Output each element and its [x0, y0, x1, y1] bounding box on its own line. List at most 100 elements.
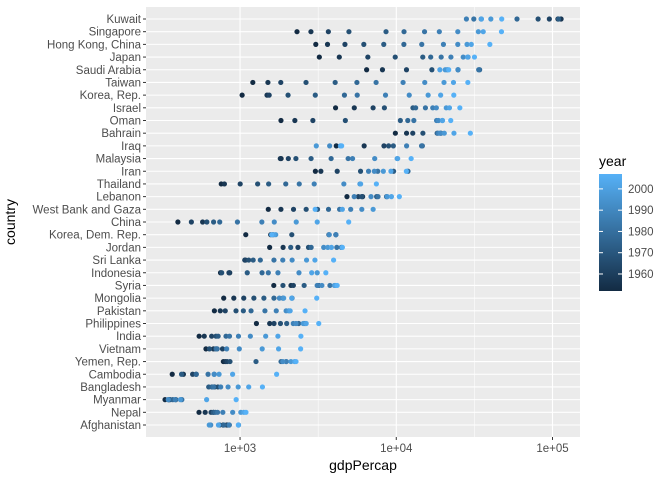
data-point	[204, 397, 210, 403]
data-point	[266, 181, 272, 187]
y-tick-label: Kuwait	[106, 14, 141, 26]
data-point	[301, 282, 307, 289]
data-point	[332, 105, 339, 111]
data-point	[535, 16, 541, 22]
data-point	[275, 333, 281, 339]
data-point	[221, 422, 227, 428]
data-point	[381, 105, 387, 111]
data-point	[341, 92, 348, 98]
data-point	[278, 206, 284, 212]
y-tick-label: Lebanon	[96, 192, 141, 204]
data-point	[276, 295, 282, 301]
data-point	[403, 130, 410, 136]
data-point	[348, 206, 354, 212]
data-point	[210, 384, 217, 390]
data-point	[310, 117, 316, 124]
data-point	[333, 232, 339, 238]
x-tick-label: 1e+05	[536, 443, 568, 455]
y-tick-label: Jordan	[106, 242, 141, 254]
data-point	[280, 282, 286, 289]
y-tick-label: Sri Lanka	[92, 255, 141, 267]
data-point	[314, 295, 320, 301]
data-point	[240, 308, 246, 314]
data-point	[467, 130, 473, 136]
data-point	[259, 270, 265, 276]
data-point	[271, 257, 277, 263]
data-point	[392, 54, 398, 60]
data-point	[318, 168, 324, 174]
data-point	[388, 168, 394, 174]
data-point	[312, 257, 318, 263]
data-point	[226, 270, 232, 276]
data-point	[425, 92, 431, 98]
data-point	[382, 92, 389, 98]
y-tick-label: Korea, Rep.	[80, 90, 141, 102]
data-point	[359, 194, 365, 200]
data-point	[324, 41, 331, 47]
legend-tick-label: 1970	[628, 248, 654, 260]
data-point	[478, 16, 485, 22]
data-point	[224, 346, 230, 352]
data-point	[428, 54, 434, 60]
data-point	[281, 295, 287, 301]
data-point	[361, 143, 367, 149]
data-point	[217, 308, 223, 314]
data-point	[262, 308, 268, 314]
data-point	[446, 105, 453, 111]
data-point	[243, 232, 249, 238]
data-point	[328, 244, 335, 250]
data-point	[514, 16, 520, 22]
data-point	[218, 384, 224, 390]
data-point	[372, 155, 378, 162]
data-point	[308, 244, 314, 250]
data-point	[235, 384, 241, 390]
data-point	[357, 168, 364, 174]
data-point	[263, 333, 269, 339]
legend-tick-label: 2000	[628, 184, 654, 196]
data-point	[455, 67, 461, 73]
data-point	[435, 117, 442, 124]
data-point	[217, 219, 223, 225]
data-point	[287, 308, 293, 314]
data-point	[235, 333, 242, 339]
data-point	[325, 206, 332, 212]
y-tick-label: Singapore	[89, 27, 141, 39]
y-tick-label: Malaysia	[96, 154, 142, 166]
data-point	[280, 358, 286, 365]
data-point	[403, 143, 410, 149]
data-point	[233, 397, 239, 403]
data-point	[334, 282, 340, 289]
data-point	[319, 282, 325, 289]
data-point	[280, 257, 286, 263]
data-point	[342, 117, 348, 124]
data-point	[359, 206, 365, 212]
data-point	[226, 333, 233, 339]
data-point	[205, 371, 211, 377]
data-point	[271, 295, 277, 301]
data-point	[455, 41, 461, 47]
data-points	[162, 16, 564, 428]
y-tick-label: Iran	[121, 166, 141, 178]
data-point	[239, 92, 245, 98]
data-point	[213, 346, 220, 352]
data-point	[178, 371, 185, 377]
y-tick-label: China	[111, 217, 142, 229]
data-point	[475, 29, 481, 35]
data-point	[446, 67, 452, 73]
data-point	[383, 29, 389, 35]
data-point	[215, 333, 221, 339]
legend-tick-label: 1960	[628, 269, 654, 281]
data-point	[364, 67, 370, 73]
data-point	[390, 143, 396, 149]
data-point	[259, 346, 265, 352]
data-point	[221, 295, 227, 301]
data-point	[278, 79, 284, 86]
data-point	[476, 67, 482, 73]
data-point	[408, 155, 414, 162]
data-point	[448, 54, 454, 60]
data-point	[323, 270, 329, 276]
data-point	[289, 232, 295, 238]
data-point	[230, 371, 236, 377]
data-point	[396, 194, 402, 200]
data-point	[413, 105, 419, 111]
